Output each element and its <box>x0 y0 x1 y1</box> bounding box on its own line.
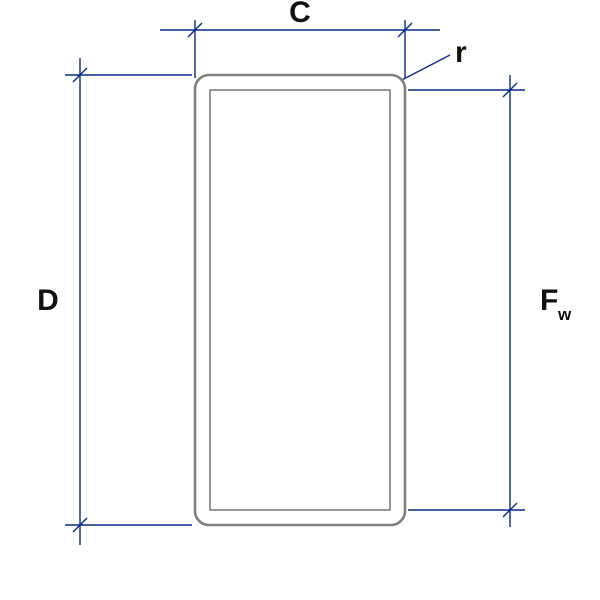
label-d: D <box>37 284 59 317</box>
label-fw-sub: w <box>557 305 572 324</box>
bearing-section-diagram: C D Fw r <box>0 0 600 600</box>
label-r: r <box>455 36 467 69</box>
part-outline <box>195 75 405 525</box>
label-fw: F <box>540 284 558 317</box>
outer-ring <box>195 75 405 525</box>
label-c: C <box>289 0 311 29</box>
